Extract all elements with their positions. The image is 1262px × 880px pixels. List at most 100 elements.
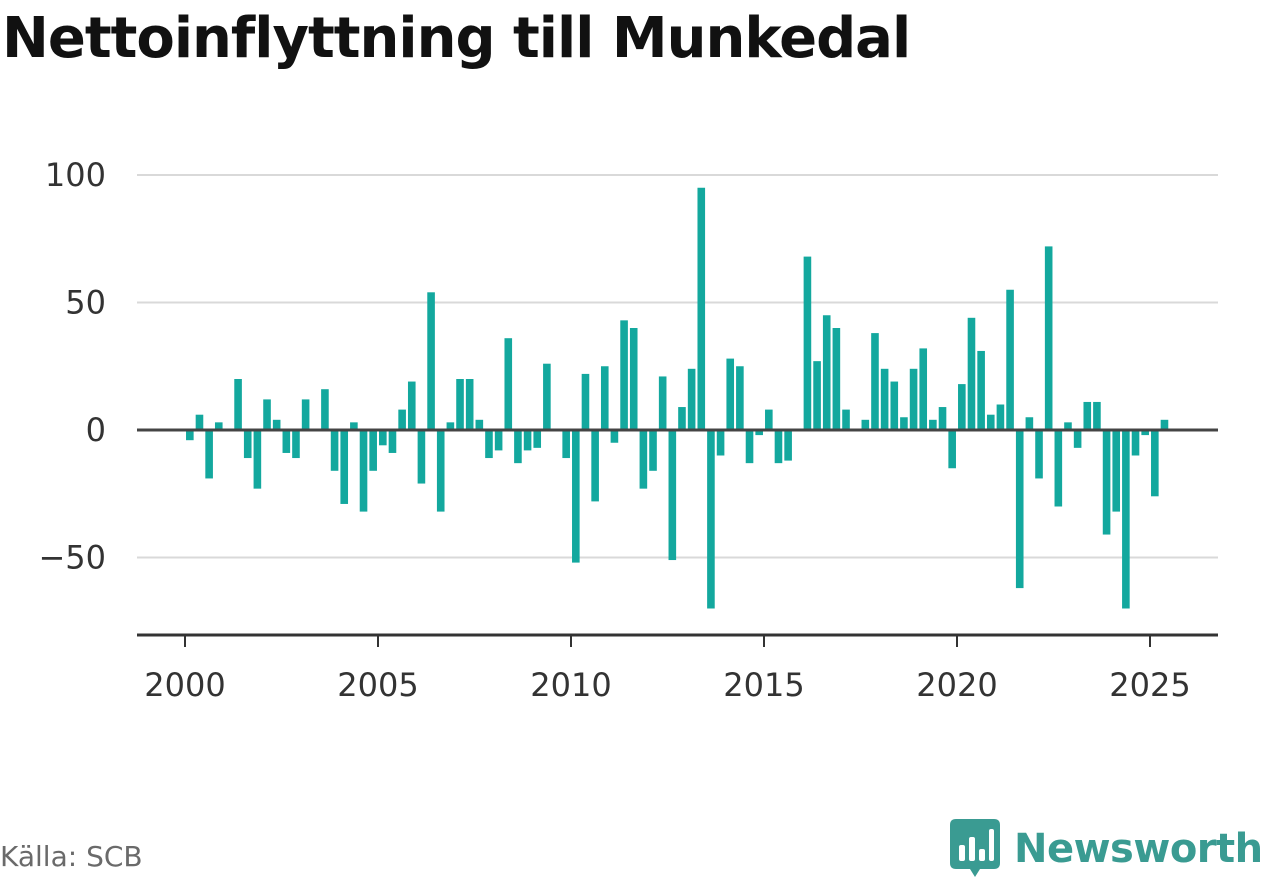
bar bbox=[1112, 430, 1121, 512]
bar bbox=[485, 430, 493, 459]
bar bbox=[1141, 430, 1149, 436]
bar bbox=[543, 363, 551, 430]
bar bbox=[716, 430, 725, 456]
bar bbox=[1035, 430, 1043, 479]
bar bbox=[1025, 417, 1034, 430]
bar bbox=[1131, 430, 1140, 456]
bar bbox=[494, 430, 503, 451]
bar bbox=[832, 328, 841, 430]
bar bbox=[1160, 419, 1169, 430]
bar bbox=[504, 338, 513, 430]
bar bbox=[195, 414, 204, 430]
bar bbox=[958, 384, 966, 430]
y-tick-label: 50 bbox=[65, 284, 106, 322]
bar bbox=[523, 430, 532, 451]
bar bbox=[369, 430, 377, 471]
bar bbox=[967, 317, 976, 430]
bar bbox=[1122, 430, 1130, 609]
bar bbox=[427, 292, 435, 430]
bar bbox=[1151, 430, 1159, 497]
bar bbox=[871, 333, 879, 430]
bar bbox=[726, 358, 735, 430]
bar bbox=[572, 430, 580, 563]
bar bbox=[407, 381, 416, 430]
chart: 100 50 0 −50 2000 2005 2010 2015 2020 2025 bbox=[38, 156, 1218, 704]
y-tick-label: 0 bbox=[86, 411, 106, 449]
bar bbox=[591, 430, 599, 502]
bar bbox=[803, 256, 812, 430]
bar bbox=[243, 430, 252, 459]
brand-logo[interactable]: Newsworthy bbox=[950, 818, 1262, 880]
bar bbox=[1064, 422, 1072, 430]
bar bbox=[610, 430, 619, 443]
bar bbox=[736, 366, 744, 430]
x-tick-label: 2005 bbox=[337, 666, 418, 704]
bar bbox=[765, 409, 773, 430]
bar bbox=[1044, 246, 1053, 430]
bar bbox=[533, 430, 542, 448]
bar bbox=[620, 320, 628, 430]
bar bbox=[900, 417, 908, 430]
bar bbox=[359, 430, 368, 512]
bar bbox=[697, 187, 706, 430]
bar bbox=[784, 430, 792, 461]
x-axis: 2000 2005 2010 2015 2020 2025 bbox=[137, 633, 1218, 704]
bar bbox=[417, 430, 426, 484]
bar bbox=[658, 376, 667, 430]
bar bbox=[707, 430, 715, 609]
bar bbox=[1083, 401, 1092, 430]
bar bbox=[350, 422, 358, 430]
page-title: Nettoinflyttning till Munkedal bbox=[2, 6, 911, 71]
bar bbox=[1102, 430, 1111, 535]
bar bbox=[398, 409, 406, 430]
bar bbox=[919, 348, 928, 430]
bar bbox=[948, 430, 956, 469]
bar bbox=[1073, 430, 1082, 448]
bar bbox=[263, 399, 271, 430]
bar bbox=[514, 430, 522, 464]
bar bbox=[842, 409, 850, 430]
bar bbox=[1006, 289, 1014, 430]
y-tick-label: 100 bbox=[45, 156, 106, 194]
bar bbox=[475, 419, 484, 430]
bar bbox=[996, 404, 1005, 430]
bar bbox=[330, 430, 339, 471]
bar bbox=[282, 430, 291, 453]
bar bbox=[562, 430, 570, 459]
bar bbox=[581, 373, 590, 430]
bar bbox=[301, 399, 310, 430]
bar bbox=[678, 407, 686, 430]
bar bbox=[639, 430, 648, 489]
x-tick-label: 2015 bbox=[723, 666, 804, 704]
bar bbox=[755, 430, 763, 436]
bar bbox=[214, 422, 223, 430]
bar bbox=[861, 419, 870, 430]
bar bbox=[600, 366, 609, 430]
x-tick-label: 2020 bbox=[916, 666, 997, 704]
bar bbox=[880, 368, 889, 430]
bar bbox=[1015, 430, 1024, 589]
bar bbox=[321, 389, 329, 430]
y-axis-labels: 100 50 0 −50 bbox=[38, 156, 106, 577]
bar bbox=[205, 430, 213, 479]
bar bbox=[253, 430, 262, 489]
bar bbox=[379, 430, 387, 446]
bar bbox=[745, 430, 754, 464]
bar bbox=[234, 379, 242, 430]
bar bbox=[388, 430, 397, 453]
gridlines bbox=[137, 174, 1218, 559]
bar bbox=[340, 430, 349, 504]
bar bbox=[186, 430, 194, 441]
bar bbox=[465, 379, 474, 430]
bar bbox=[1054, 430, 1063, 507]
bar bbox=[436, 430, 445, 512]
bar bbox=[774, 430, 783, 464]
x-tick-label: 2025 bbox=[1109, 666, 1190, 704]
bar bbox=[272, 419, 281, 430]
bar bbox=[938, 407, 947, 430]
bar bbox=[629, 328, 638, 430]
bar bbox=[1093, 401, 1101, 430]
newsworthy-logo-icon bbox=[950, 819, 1000, 877]
bar bbox=[986, 414, 995, 430]
bar bbox=[446, 422, 455, 430]
